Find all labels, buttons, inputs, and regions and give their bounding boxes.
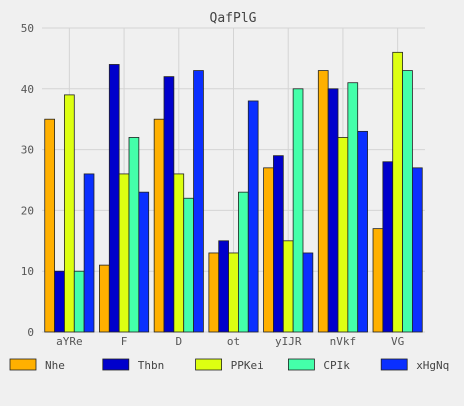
legend-swatch-PPKei [195, 358, 223, 371]
legend-swatch-xHgNq [380, 358, 408, 371]
y-tick-label: 20 [21, 204, 34, 217]
bar-Nhe-nVkf [317, 70, 329, 333]
x-tick-label: D [175, 335, 182, 348]
bar-PPKei-D [173, 173, 185, 333]
y-axis-ticks: 0 10 20 30 40 50 [21, 22, 34, 339]
bar-Nhe-D [153, 118, 165, 333]
x-tick-label: ot [227, 335, 240, 348]
y-tick-label: 30 [21, 144, 34, 157]
bar-CPIk-ot [238, 191, 249, 333]
y-tick-label: 50 [21, 22, 34, 35]
bar-Thbn-ot [218, 240, 229, 333]
legend-label-xHgNq: xHgNq [416, 359, 449, 372]
bar-xHgNq-F [138, 191, 150, 333]
bar-PPKei-VG [392, 51, 403, 333]
bar-Nhe-F [99, 264, 110, 333]
bar-Nhe-ot [208, 252, 220, 333]
bar-PPKei-F [118, 173, 130, 333]
bar-PPKei-yIJR [282, 240, 294, 333]
bar-Nhe-aYRe [44, 118, 55, 333]
bar-Thbn-nVkf [327, 88, 339, 333]
chart-title: QafPlG [210, 11, 257, 26]
bar-CPIk-aYRe [73, 270, 85, 333]
x-tick-label: F [121, 335, 128, 348]
bar-PPKei-aYRe [64, 94, 75, 333]
y-tick-label: 40 [21, 83, 34, 96]
bar-PPKei-nVkf [337, 137, 349, 333]
bar-Thbn-D [163, 76, 175, 333]
y-tick-label: 10 [21, 265, 34, 278]
x-tick-label: aYRe [56, 335, 83, 348]
bar-CPIk-VG [402, 70, 413, 333]
bar-Nhe-VG [372, 228, 384, 333]
x-tick-label: yIJR [275, 335, 302, 348]
legend-label-PPKei: PPKei [231, 359, 264, 372]
bar-CPIk-nVkf [347, 82, 359, 333]
y-tick-label: 0 [27, 326, 34, 339]
bar-CPIk-F [128, 137, 140, 333]
bar-CPIk-yIJR [292, 88, 304, 333]
legend-swatch-Thbn [102, 358, 130, 371]
bar-CPIk-D [183, 197, 194, 333]
bar-Nhe-yIJR [263, 167, 274, 333]
bar-Thbn-VG [382, 161, 394, 333]
bar-xHgNq-ot [247, 100, 259, 333]
bar-Thbn-F [108, 64, 120, 333]
legend: Nhe Thbn PPKei CPIk xHgNq [9, 358, 449, 372]
bar-xHgNq-yIJR [302, 252, 314, 333]
x-tick-label: VG [391, 335, 404, 348]
x-tick-label: nVkf [330, 335, 357, 348]
legend-label-CPIk: CPIk [323, 359, 350, 372]
bar-xHgNq-VG [412, 167, 423, 333]
legend-label-Nhe: Nhe [45, 359, 65, 372]
legend-label-Thbn: Thbn [138, 359, 165, 372]
bars [44, 51, 423, 333]
bar-xHgNq-aYRe [83, 173, 95, 333]
bar-PPKei-ot [228, 252, 239, 333]
legend-swatch-Nhe [9, 358, 37, 371]
bar-Thbn-yIJR [273, 155, 284, 333]
bar-Thbn-aYRe [54, 270, 65, 333]
bar-xHgNq-nVkf [357, 130, 368, 333]
bar-xHgNq-D [193, 70, 204, 333]
legend-swatch-CPIk [287, 358, 315, 371]
